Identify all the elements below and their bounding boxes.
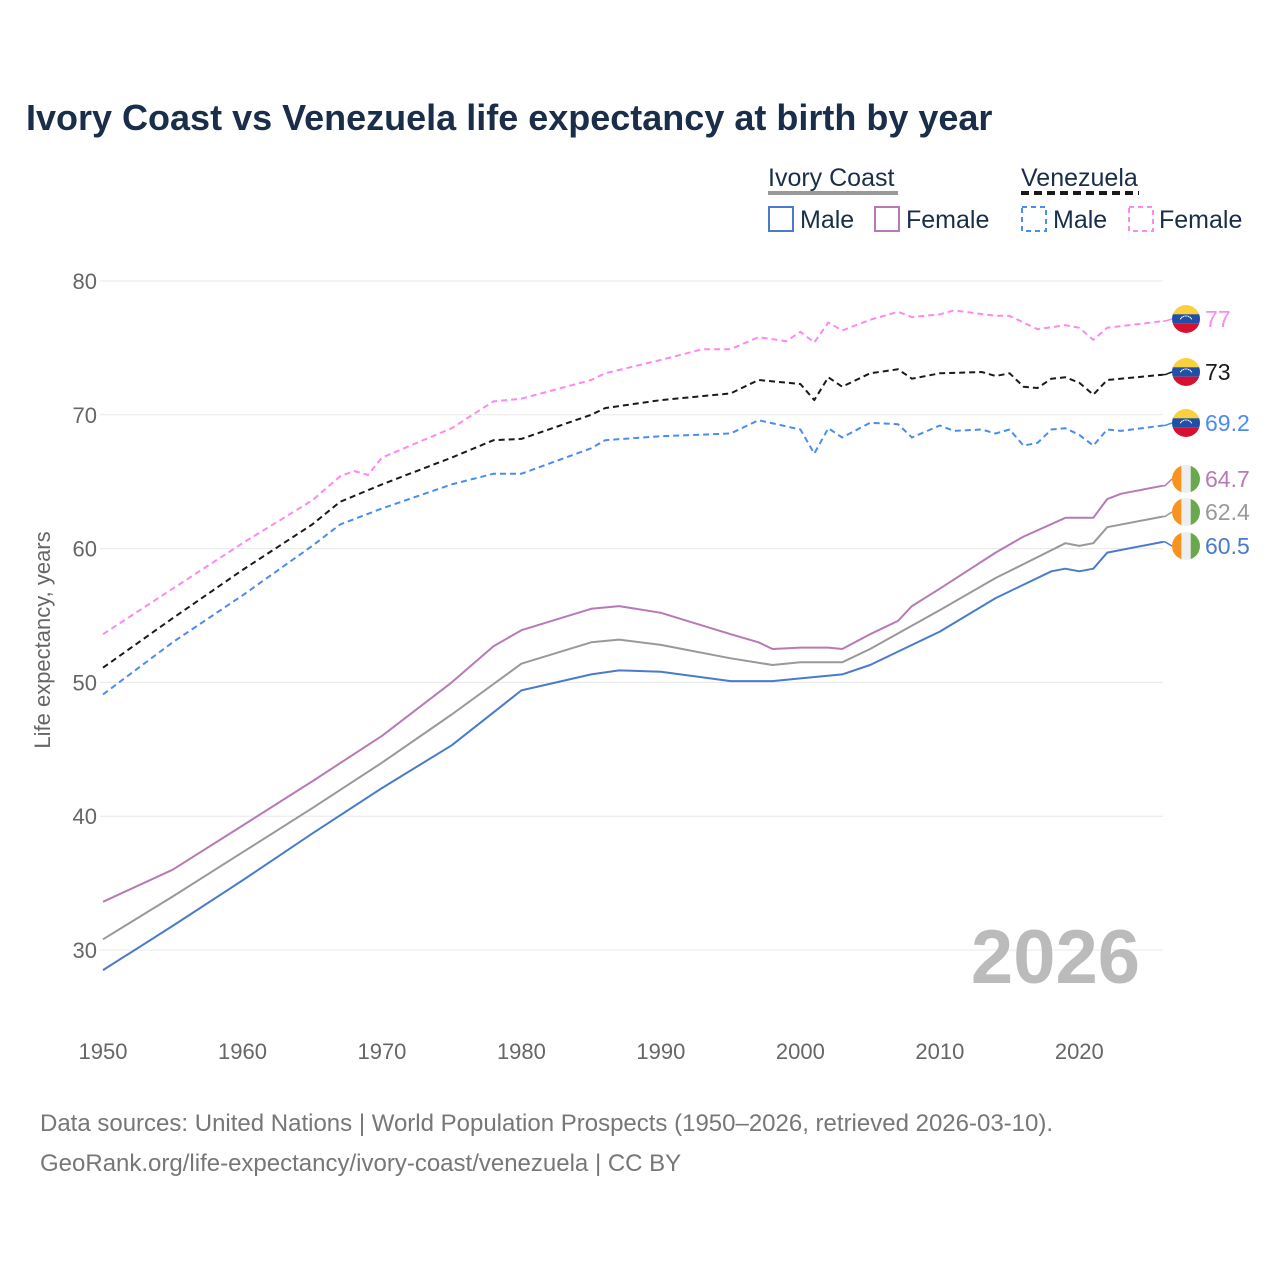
end-connector [1163, 511, 1173, 518]
y-tick-label: 80 [73, 269, 97, 294]
end-connector [1163, 478, 1173, 487]
venezuela-flag-icon [1172, 358, 1200, 386]
venezuela-flag-icon [1172, 409, 1200, 437]
end-connector [1163, 541, 1173, 547]
legend-label-ic-male: Male [800, 206, 854, 234]
x-tick-label: 2000 [776, 1039, 825, 1064]
series-line-ivory-coast [102, 515, 1164, 941]
end-value-label: 62.4 [1205, 499, 1250, 525]
ivory-coast-flag-icon [1172, 532, 1200, 560]
footer-link[interactable]: GeoRank.org/life-expectancy/ivory-coast/… [40, 1150, 681, 1177]
legend-group-ivory-coast: Ivory Coast [768, 164, 894, 192]
x-tick-label: 2020 [1055, 1039, 1104, 1064]
series-line-ivory-coast-female [102, 484, 1164, 903]
end-value-label: 73 [1205, 359, 1231, 385]
legend-label-ve-female: Female [1159, 206, 1242, 234]
series-line-venezuela [102, 368, 1164, 669]
x-tick-label: 1980 [497, 1039, 546, 1064]
series-line-ivory-coast-male [102, 540, 1164, 971]
legend-label-ic-female: Female [906, 206, 989, 234]
x-tick-label: 1990 [636, 1039, 685, 1064]
end-value-label: 64.7 [1205, 466, 1250, 492]
series-line-venezuela-female [102, 309, 1164, 636]
y-axis-label: Life expectancy, years [30, 531, 55, 748]
y-tick-label: 70 [73, 403, 97, 428]
legend-group-venezuela: Venezuela [1021, 164, 1138, 192]
chart-title: Ivory Coast vs Venezuela life expectancy… [26, 97, 992, 138]
x-tick-label: 1970 [357, 1039, 406, 1064]
x-tick-label: 1950 [79, 1039, 128, 1064]
series-line-venezuela-male [102, 419, 1164, 696]
venezuela-flag-icon [1172, 305, 1200, 333]
y-tick-label: 50 [73, 670, 97, 695]
legend: Ivory Coast Venezuela Male Female Male F… [768, 164, 1242, 234]
ivory-coast-flag-icon [1172, 498, 1200, 526]
end-value-label: 77 [1205, 306, 1231, 332]
end-connector [1163, 371, 1173, 376]
legend-label-ve-male: Male [1053, 206, 1107, 234]
x-tick-label: 2010 [915, 1039, 964, 1064]
legend-swatch-ve-male [1021, 206, 1047, 232]
end-value-label: 69.2 [1205, 410, 1250, 436]
end-connector [1163, 422, 1173, 427]
ivory-coast-flag-icon [1172, 465, 1200, 493]
legend-swatch-ic-male [768, 206, 794, 232]
end-value-label: 60.5 [1205, 533, 1250, 559]
legend-swatch-ic-female [874, 206, 900, 232]
x-tick-label: 1960 [218, 1039, 267, 1064]
y-tick-label: 30 [73, 938, 97, 963]
footer-sources: Data sources: United Nations | World Pop… [40, 1110, 1053, 1137]
end-connector [1163, 318, 1173, 322]
y-tick-label: 60 [73, 537, 97, 562]
year-watermark: 2026 [971, 915, 1140, 1000]
legend-swatch-ve-female [1128, 206, 1154, 232]
y-tick-label: 40 [73, 804, 97, 829]
